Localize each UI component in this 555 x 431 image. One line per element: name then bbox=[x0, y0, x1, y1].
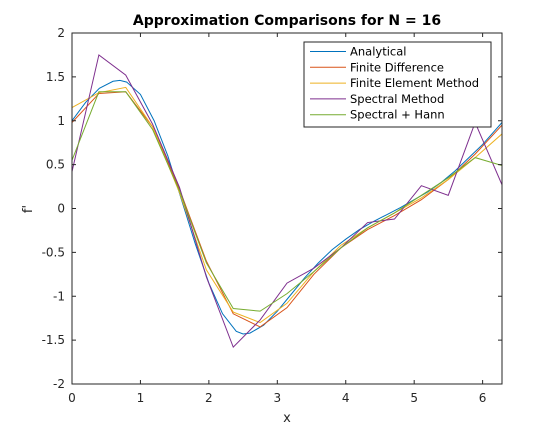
legend-label: Spectral + Hann bbox=[350, 108, 445, 122]
axes-layer: 0 1 2 3 4 5 6 -2 -1.5 -1 -0.5 0 0.5 1 1.5 2 bbox=[42, 26, 503, 405]
series-line-finite-element-method bbox=[72, 86, 502, 324]
x-axis-label: x bbox=[283, 411, 291, 426]
x-tick-label: 6 bbox=[479, 391, 487, 405]
x-tick-label: 5 bbox=[410, 391, 418, 405]
series-layer bbox=[72, 54, 502, 349]
series-line-finite-difference bbox=[72, 91, 502, 328]
y-tick-label: -2 bbox=[53, 377, 65, 391]
legend-label: Finite Difference bbox=[350, 60, 444, 74]
x-tick-label: 2 bbox=[205, 391, 213, 405]
y-tick-label: -1.5 bbox=[42, 333, 65, 347]
legend-box bbox=[303, 41, 492, 128]
y-tick-label: 2 bbox=[57, 26, 65, 40]
x-tick-label: 0 bbox=[68, 391, 76, 405]
legend-label: Spectral Method bbox=[350, 92, 444, 106]
y-tick-label: -1 bbox=[53, 289, 65, 303]
y-tick-label: 1 bbox=[57, 114, 65, 128]
y-tick-label: 0 bbox=[57, 202, 65, 216]
y-tick-label: -0.5 bbox=[42, 245, 65, 259]
y-axis-label: f' bbox=[21, 205, 36, 213]
x-tick-label: 3 bbox=[273, 391, 281, 405]
x-tick-label: 1 bbox=[137, 391, 145, 405]
y-tick-label: 1.5 bbox=[46, 70, 65, 84]
chart-title: Approximation Comparisons for N = 16 bbox=[133, 13, 441, 29]
y-tick-label: 0.5 bbox=[46, 158, 65, 172]
legend-label: Finite Element Method bbox=[350, 76, 479, 90]
x-tick-label: 4 bbox=[342, 391, 350, 405]
legend-label: Analytical bbox=[350, 45, 406, 59]
series-line-spectral-hann bbox=[72, 91, 502, 312]
